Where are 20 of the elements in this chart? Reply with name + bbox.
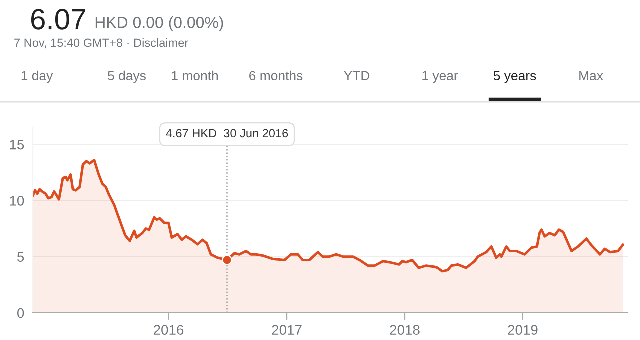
text: 1 year [422,71,458,84]
y-tick-label: 15 [10,140,24,150]
text: 5 years [494,71,536,84]
y-tick-label: 0 [17,308,24,318]
x-tick-label: 2018 [390,325,420,336]
text: Max [580,71,604,81]
text: 1 month [172,70,218,81]
text: 5 days [108,70,146,84]
text: 6 months [250,70,303,81]
x-tick-label: 2016 [154,325,184,336]
chart-subtitle: HKD 0.00 (0.00%) [96,16,224,32]
text: 7 Nov, 15:40 GMT+8 · Disclaimer [14,38,188,49]
x-tick-label: 2019 [508,325,538,336]
y-tick-label: 5 [18,252,24,262]
text: 1 day [22,70,54,84]
chart-title: 6.07 [31,9,86,30]
text: YTD [344,71,370,80]
x-tick-label: 2017 [272,325,302,336]
y-tick-label: 10 [10,196,24,206]
annotation: 4.67 HKD 30 Jun 2016 [166,129,288,138]
